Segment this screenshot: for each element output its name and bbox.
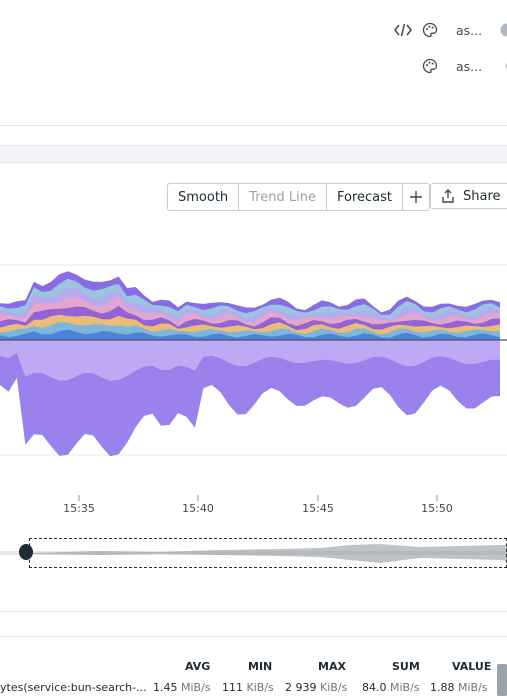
value-unit: MiB/s [458, 681, 488, 694]
forecast-button[interactable]: Forecast [327, 184, 403, 210]
header-row-2-label: as... [456, 58, 483, 74]
section-divider [0, 125, 507, 126]
sum-value: 84.0 [362, 681, 387, 694]
header-row-2: as... [422, 58, 507, 74]
min-unit: KiB/s [246, 681, 274, 694]
code-icon[interactable] [394, 23, 412, 37]
avg-unit: MiB/s [181, 681, 211, 694]
avg-value: 1.45 [153, 681, 178, 694]
share-button[interactable]: Share [430, 183, 507, 209]
legend-max-cell: 2 939 KiB/s [285, 681, 347, 694]
timeseries-chart[interactable] [0, 225, 507, 505]
x-tick: 15:35 [63, 502, 95, 515]
legend-col-min[interactable]: MIN [248, 660, 273, 673]
series-area-negative-light [0, 340, 500, 381]
avatar-icon [500, 23, 507, 37]
chart-options-group: Smooth Trend Line Forecast [167, 183, 430, 211]
series-area-positive [0, 329, 500, 340]
plus-icon [410, 191, 422, 203]
share-icon [442, 189, 454, 203]
legend-sum-cell: 84.0 MiB/s [362, 681, 420, 694]
legend-col-value[interactable]: VALUE [452, 660, 492, 673]
legend-series-name[interactable]: ytes(service:bun-search-... [0, 681, 147, 694]
legend-min-cell: 111 KiB/s [222, 681, 274, 694]
sum-unit: MiB/s [390, 681, 420, 694]
legend-avg-cell: 1.45 MiB/s [153, 681, 211, 694]
legend-col-avg[interactable]: AVG [185, 660, 211, 673]
overview-minimap[interactable] [20, 538, 507, 570]
share-label: Share [463, 188, 501, 204]
legend-divider [0, 611, 507, 612]
header-row-1: as... [394, 22, 507, 38]
palette-icon[interactable] [422, 22, 438, 38]
legend-divider [0, 636, 507, 637]
legend-col-sum[interactable]: SUM [392, 660, 420, 673]
x-tick: 15:50 [421, 502, 453, 515]
range-selection-box[interactable] [29, 538, 507, 568]
max-value: 2 939 [285, 681, 317, 694]
add-button[interactable] [403, 184, 429, 210]
legend-col-max[interactable]: MAX [318, 660, 346, 673]
x-tick: 15:40 [182, 502, 214, 515]
range-handle-left[interactable] [19, 544, 33, 560]
min-value: 111 [222, 681, 243, 694]
palette-icon[interactable] [422, 58, 438, 74]
x-tick: 15:45 [302, 502, 334, 515]
legend-scrollbar[interactable] [497, 664, 507, 696]
chart-series-areas [0, 271, 500, 457]
overview-sparkline [30, 544, 507, 563]
trend-line-button[interactable]: Trend Line [239, 184, 327, 210]
max-unit: KiB/s [320, 681, 348, 694]
header-row-1-label: as... [456, 22, 483, 38]
value-value: 1.88 [430, 681, 455, 694]
legend-value-cell: 1.88 MiB/s [430, 681, 488, 694]
panel-header-band [0, 145, 507, 163]
smooth-button[interactable]: Smooth [168, 184, 240, 210]
